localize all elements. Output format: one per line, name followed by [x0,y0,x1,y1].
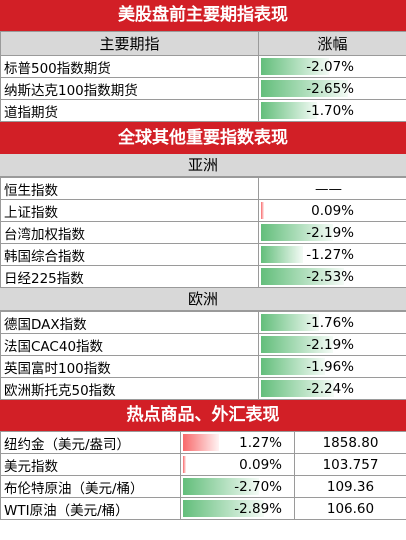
positive-data-bar [183,456,186,473]
table-row: 台湾加权指数 -2.19% [0,221,406,244]
row-name: 道指期货 [0,99,259,122]
row-name: 纽约金（美元/盎司） [0,431,181,454]
table-row: 标普500指数期货 -2.07% [0,55,406,78]
row-price: 106.60 [294,497,406,520]
table-row: 上证指数 0.09% [0,199,406,222]
table-row: 恒生指数 —— [0,177,406,200]
row-change-value: -2.19% [306,224,354,241]
row-change-cell: -2.24% [258,377,406,400]
europe-indices-table: 德国DAX指数 -1.76% 法国CAC40指数 -2.19% 英国富时100指数 -1.… [0,311,406,400]
row-change-cell: 1.27% [180,431,295,454]
row-change-cell: -2.70% [180,475,295,498]
table-row: 德国DAX指数 -1.76% [0,311,406,334]
row-change-value: -1.96% [306,358,354,375]
row-change-cell: -2.89% [180,497,295,520]
row-change-value: —— [315,180,342,197]
row-change-value: -2.19% [306,336,354,353]
row-name: 标普500指数期货 [0,55,259,78]
row-change-value: -1.70% [306,102,354,119]
row-name: 纳斯达克100指数期货 [0,77,259,100]
column-header-change: 涨幅 [258,31,406,56]
negative-data-bar [261,314,319,331]
row-name: 欧洲斯托克50指数 [0,377,259,400]
table-row: 英国富时100指数 -1.96% [0,355,406,378]
asia-indices-table: 恒生指数 —— 上证指数 0.09% 台湾加权指数 -2.19% 韩国综合指数 -1.27% 日… [0,177,406,288]
negative-data-bar [183,478,259,495]
negative-data-bar [183,500,264,517]
table-row: 法国CAC40指数 -2.19% [0,333,406,356]
negative-data-bar [261,380,334,397]
negative-data-bar [261,102,317,119]
row-name: 德国DAX指数 [0,311,259,334]
row-change-cell: -1.70% [258,99,406,122]
table-row: 纳斯达克100指数期货 -2.65% [0,77,406,100]
row-change-value: -2.70% [234,478,282,495]
row-change-cell: -1.96% [258,355,406,378]
row-change-cell: —— [258,177,406,200]
row-name: WTI原油（美元/桶） [0,497,181,520]
row-change-value: -2.24% [306,380,354,397]
positive-data-bar [261,202,264,219]
row-name: 日经225指数 [0,265,259,288]
row-name: 英国富时100指数 [0,355,259,378]
commodities-fx-table: 纽约金（美元/盎司） 1.27% 1858.80 美元指数 0.09% 103.757 布伦… [0,431,406,520]
region-label-asia: 亚洲 [0,154,406,177]
negative-data-bar [261,246,303,263]
row-change-cell: -2.65% [258,77,406,100]
table-row: 美元指数 0.09% 103.757 [0,453,406,476]
negative-data-bar [261,80,348,97]
row-change-value: 0.09% [311,202,354,219]
row-price: 109.36 [294,475,406,498]
row-price: 103.757 [294,453,406,476]
row-name: 上证指数 [0,199,259,222]
negative-data-bar [261,268,344,285]
row-change-value: 0.09% [239,456,282,473]
row-change-value: -2.65% [306,80,354,97]
negative-data-bar [261,58,329,75]
us-futures-table: 主要期指 涨幅 标普500指数期货 -2.07% 纳斯达克100指数期货 -2.65%… [0,31,406,122]
negative-data-bar [261,358,325,375]
table-row: WTI原油（美元/桶） -2.89% 106.60 [0,497,406,520]
table-row: 道指期货 -1.70% [0,99,406,122]
negative-data-bar [261,336,333,353]
row-name: 恒生指数 [0,177,259,200]
row-change-cell: 0.09% [180,453,295,476]
row-change-cell: -1.76% [258,311,406,334]
positive-data-bar [183,434,219,451]
region-label-europe: 欧洲 [0,288,406,311]
section-title-commodities-fx: 热点商品、外汇表现 [0,400,406,431]
row-change-cell: -2.19% [258,333,406,356]
row-change-value: 1.27% [239,434,282,451]
table-row: 布伦特原油（美元/桶） -2.70% 109.36 [0,475,406,498]
table-row: 日经225指数 -2.53% [0,265,406,288]
table-row: 韩国综合指数 -1.27% [0,243,406,266]
row-change-cell: -1.27% [258,243,406,266]
row-change-value: -2.89% [234,500,282,517]
row-change-value: -2.07% [306,58,354,75]
row-name: 法国CAC40指数 [0,333,259,356]
section-title-global-indices: 全球其他重要指数表现 [0,122,406,154]
table-row: 纽约金（美元/盎司） 1.27% 1858.80 [0,431,406,454]
row-change-cell: 0.09% [258,199,406,222]
row-name: 布伦特原油（美元/桶） [0,475,181,498]
row-change-value: -1.76% [306,314,354,331]
row-name: 台湾加权指数 [0,221,259,244]
negative-data-bar [261,224,333,241]
row-change-cell: -2.19% [258,221,406,244]
row-price: 1858.80 [294,431,406,454]
row-name: 韩国综合指数 [0,243,259,266]
row-change-cell: -2.53% [258,265,406,288]
table-row: 欧洲斯托克50指数 -2.24% [0,377,406,400]
section-title-us-futures: 美股盘前主要期指表现 [0,0,406,31]
row-name: 美元指数 [0,453,181,476]
column-header-name: 主要期指 [0,31,259,56]
row-change-cell: -2.07% [258,55,406,78]
row-change-value: -1.27% [306,246,354,263]
table-header-row: 主要期指 涨幅 [0,31,406,56]
row-change-value: -2.53% [306,268,354,285]
